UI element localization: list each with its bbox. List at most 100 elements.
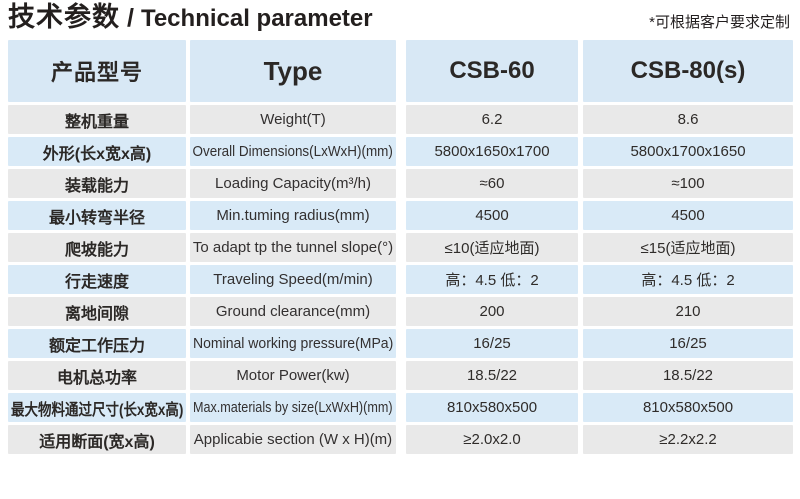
value-csb80-cell: ≤15(适应地面) [583,233,793,262]
row-label-chinese-cell: 最小转弯半径 [8,201,186,230]
header-model-csb60-label: CSB-60 [449,57,535,84]
header-model-csb80: CSB-80(s) [583,40,793,102]
value-csb60-cell: 5800x1650x1700 [406,137,578,166]
value-csb60: 810x580x500 [446,399,538,416]
row-label-english: Weight(T) [260,111,326,128]
table-row: 最小转弯半径 Min.tuming radius(mm) 4500 4500 [8,201,800,230]
row-label-english: To adapt tp the tunnel slope(°) [192,239,394,256]
row-label-chinese-cell: 装载能力 [8,169,186,198]
row-label-chinese-cell: 整机重量 [8,105,186,134]
table-row: 外形(长x宽x高) Overall Dimensions(LxWxH)(mm) … [8,137,800,166]
value-csb80: 高：4.5 低：2 [641,272,735,289]
value-csb60: 4500 [475,207,509,224]
table-row: 电机总功率 Motor Power(kw) 18.5/22 18.5/22 [8,361,800,390]
row-label-english-cell: Overall Dimensions(LxWxH)(mm) [190,137,396,166]
value-csb60: ≤10(适应地面) [444,240,540,257]
value-csb60-cell: 4500 [406,201,578,230]
value-csb80: ≥2.2x2.2 [659,431,717,448]
row-label-english: Nominal working pressure(MPa) [192,335,394,352]
row-label-english-cell: Traveling Speed(m/min) [190,265,396,294]
row-label-chinese: 电机总功率 [56,369,137,387]
table-row: 最大物料通过尺寸(长x宽x高) Max.materials by size(Lx… [8,393,800,422]
row-label-english: Applicabie section (W x H)(m) [193,431,393,448]
row-label-english: Ground clearance(mm) [215,303,371,320]
value-csb80-cell: 18.5/22 [583,361,793,390]
table-row: 装载能力 Loading Capacity(m³/h) ≈60 ≈100 [8,169,800,198]
row-label-chinese-cell: 额定工作压力 [8,329,186,358]
value-csb60: 5800x1650x1700 [434,143,550,160]
value-csb60: 200 [479,303,505,320]
row-label-chinese: 额定工作压力 [48,337,145,355]
row-label-chinese: 最大物料通过尺寸(长x宽x高) [10,401,184,419]
value-csb80: ≤15(适应地面) [640,240,736,257]
row-label-chinese: 爬坡能力 [64,241,129,259]
value-csb80-cell: 高：4.5 低：2 [583,265,793,294]
row-label-english: Loading Capacity(m³/h) [215,175,371,192]
value-csb60: ≈60 [479,175,505,192]
row-label-english: Overall Dimensions(LxWxH)(mm) [192,143,394,160]
header-product-model: 产品型号 [8,40,186,102]
value-csb60-cell: 16/25 [406,329,578,358]
value-csb60-cell: ≤10(适应地面) [406,233,578,262]
row-label-english: Traveling Speed(m/min) [213,271,373,288]
value-csb80-cell: 16/25 [583,329,793,358]
row-label-chinese-cell: 电机总功率 [8,361,186,390]
table-row: 额定工作压力 Nominal working pressure(MPa) 16/… [8,329,800,358]
table-row: 爬坡能力 To adapt tp the tunnel slope(°) ≤10… [8,233,800,262]
value-csb60: 高：4.5 低：2 [445,272,539,289]
value-csb60-cell: 6.2 [406,105,578,134]
value-csb60-cell: 18.5/22 [406,361,578,390]
row-label-chinese: 离地间隙 [64,305,129,323]
value-csb80: 210 [675,303,701,320]
row-label-chinese-cell: 爬坡能力 [8,233,186,262]
value-csb60-cell: ≈60 [406,169,578,198]
value-csb60-cell: ≥2.0x2.0 [406,425,578,454]
row-label-chinese: 最小转弯半径 [48,209,145,227]
row-label-chinese-cell: 离地间隙 [8,297,186,326]
title-bar: 技术参数 / Technical parameter *可根据客户要求定制 [0,0,800,40]
value-csb80-cell: 210 [583,297,793,326]
page-title: 技术参数 / Technical parameter [8,0,373,34]
row-label-english-cell: Loading Capacity(m³/h) [190,169,396,198]
row-label-english-cell: Motor Power(kw) [190,361,396,390]
value-csb80: 8.6 [677,111,699,128]
row-label-english-cell: Min.tuming radius(mm) [190,201,396,230]
value-csb80-cell: 810x580x500 [583,393,793,422]
row-label-chinese-cell: 外形(长x宽x高) [8,137,186,166]
title-separator: / [127,4,134,32]
value-csb60: 6.2 [481,111,503,128]
row-label-english: Max.materials by size(LxWxH)(mm) [193,399,393,416]
value-csb60: ≥2.0x2.0 [463,431,521,448]
value-csb80: 4500 [671,207,705,224]
header-type: Type [190,40,396,102]
page-title-chinese: 技术参数 [8,2,120,32]
header-product-model-label: 产品型号 [50,60,143,85]
page-title-english: Technical parameter [140,5,373,32]
table-row: 适用断面(宽x高) Applicabie section (W x H)(m) … [8,425,800,454]
value-csb80: 810x580x500 [642,399,734,416]
value-csb80: ≈100 [671,175,705,192]
row-label-chinese-cell: 适用断面(宽x高) [8,425,186,454]
row-label-chinese: 装载能力 [64,177,129,195]
row-label-english-cell: Weight(T) [190,105,396,134]
value-csb80: 16/25 [669,335,707,352]
value-csb80-cell: 4500 [583,201,793,230]
row-label-chinese: 适用断面(宽x高) [39,433,155,451]
row-label-chinese-cell: 最大物料通过尺寸(长x宽x高) [8,393,186,422]
customization-note: *可根据客户要求定制 [649,14,790,31]
header-model-csb80-label: CSB-80(s) [630,57,746,84]
row-label-chinese-cell: 行走速度 [8,265,186,294]
spec-table: 产品型号 Type CSB-60 CSB-80(s) 整机重量 Weight(T… [0,40,800,454]
row-label-english: Min.tuming radius(mm) [216,207,370,224]
table-row: 行走速度 Traveling Speed(m/min) 高：4.5 低：2 高：… [8,265,800,294]
value-csb80-cell: ≥2.2x2.2 [583,425,793,454]
value-csb80: 5800x1700x1650 [630,143,746,160]
value-csb60: 16/25 [473,335,511,352]
table-row: 整机重量 Weight(T) 6.2 8.6 [8,105,800,134]
header-type-label: Type [263,55,323,86]
table-row: 离地间隙 Ground clearance(mm) 200 210 [8,297,800,326]
row-label-english-cell: Ground clearance(mm) [190,297,396,326]
table-header-row: 产品型号 Type CSB-60 CSB-80(s) [8,40,800,102]
table-rows: 整机重量 Weight(T) 6.2 8.6 外形(长x宽x高) Overall… [8,105,800,454]
header-model-csb60: CSB-60 [406,40,578,102]
